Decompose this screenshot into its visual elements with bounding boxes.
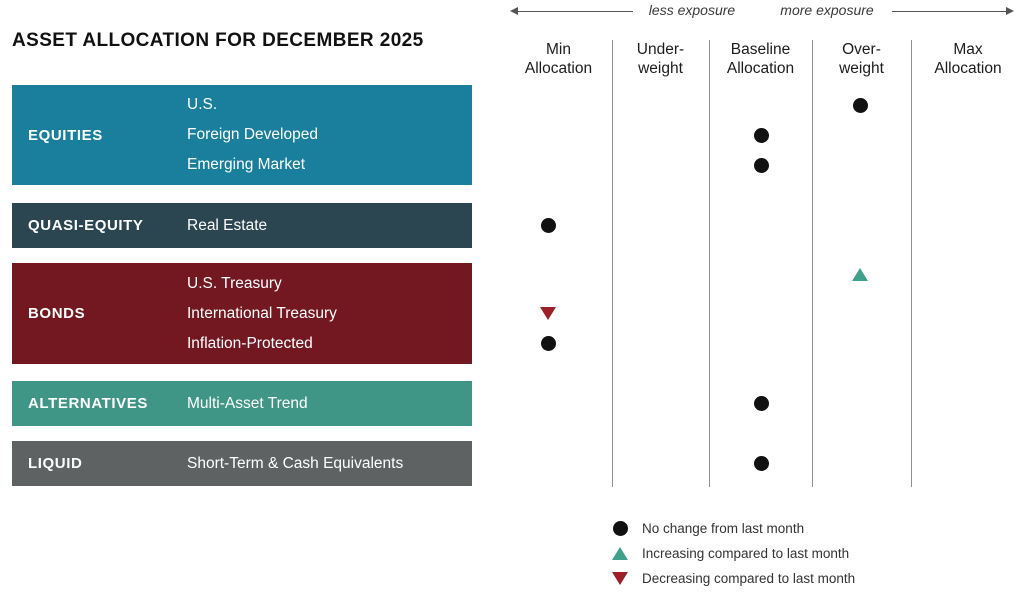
asset-row-foreign-developed: Foreign Developed [187, 126, 318, 143]
arrow-right-icon [1006, 7, 1014, 15]
page-title: ASSET ALLOCATION FOR DECEMBER 2025 [12, 30, 424, 51]
asset-group-quasi-equity: QUASI-EQUITY Real Estate [12, 203, 472, 248]
group-label-liquid: LIQUID [28, 455, 83, 472]
legend-marker-triangle-down-icon [612, 572, 628, 585]
column-header-max-allocation: Max Allocation [934, 41, 1002, 77]
arrow-left-icon [510, 7, 518, 15]
column-divider [812, 40, 813, 487]
asset-group-equities: EQUITIES U.S. Foreign Developed Emerging Ma… [12, 85, 472, 185]
asset-row-u-s-treasury: U.S. Treasury [187, 274, 282, 292]
legend-label: Decreasing compared to last month [642, 571, 856, 586]
column-header-min-allocation: Min Allocation [524, 41, 593, 77]
more-exposure-line [892, 11, 1007, 12]
legend-item-increasing: Increasing compared to last month [604, 541, 855, 566]
less-exposure-label: less exposure [648, 2, 736, 18]
column-header-baseline-allocation: Baseline Allocation [726, 41, 795, 77]
legend-dot-icon [612, 521, 628, 536]
legend-triangle-down-icon [612, 572, 628, 585]
column-divider [911, 40, 912, 487]
asset-row-international-treasury: International Treasury [187, 304, 337, 322]
group-label-equities: EQUITIES [28, 126, 103, 144]
marker-no-change [753, 396, 769, 411]
legend-item-decreasing: Decreasing compared to last month [604, 566, 855, 591]
legend-label: Increasing compared to last month [642, 546, 850, 561]
marker-no-change [753, 157, 769, 173]
asset-group-bonds: BONDS U.S. Treasury International Treasury… [12, 263, 472, 364]
marker-no-change [753, 456, 769, 471]
asset-row-emerging-market: Emerging Market [187, 156, 306, 173]
marker-decreasing-icon [540, 307, 556, 320]
legend-item-no-change: No change from last month [604, 516, 855, 541]
legend-marker-dot-icon [612, 521, 628, 536]
legend-marker-triangle-up-icon [612, 547, 628, 560]
asset-row-real-estate: Real Estate [187, 216, 268, 234]
more-exposure-label: more exposure [780, 2, 874, 18]
asset-row-inflation-protected: Inflation-Protected [187, 334, 313, 352]
column-divider [612, 40, 613, 487]
legend-triangle-up-icon [612, 547, 628, 560]
group-label-alternatives: ALTERNATIVES [28, 395, 148, 412]
legend-label: No change from last month [642, 521, 805, 536]
asset-group-alternatives: ALTERNATIVES Multi-Asset Trend [12, 381, 472, 426]
marker-no-change [753, 127, 769, 143]
column-divider [709, 40, 710, 487]
marker-no-change [540, 336, 556, 351]
marker-increasing-icon [852, 268, 868, 281]
column-header-under-weight: Under- weight [636, 41, 685, 77]
column-header-over-weight: Over- weight [839, 41, 884, 77]
asset-row-u-s-: U.S. [187, 96, 218, 113]
legend: No change from last month Increasing comp… [604, 516, 855, 591]
marker-no-change [540, 218, 556, 233]
group-label-bonds: BONDS [28, 305, 86, 322]
asset-row-short-term-cash-equivalents: Short-Term & Cash Equivalents [187, 454, 404, 472]
asset-row-multi-asset-trend: Multi-Asset Trend [187, 394, 308, 412]
asset-group-liquid: LIQUID Short-Term & Cash Equivalents [12, 441, 472, 486]
group-label-quasi-equity: QUASI-EQUITY [28, 217, 144, 234]
marker-no-change [852, 97, 868, 113]
less-exposure-line [516, 11, 633, 12]
